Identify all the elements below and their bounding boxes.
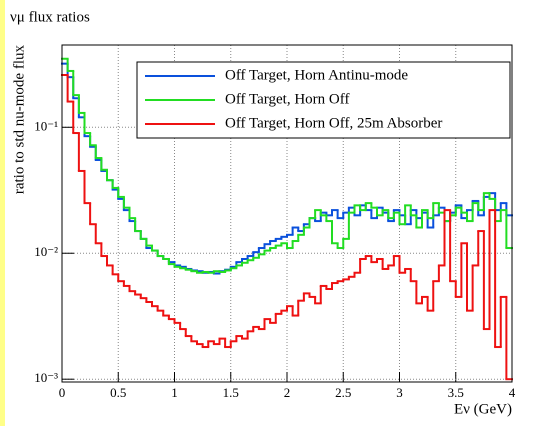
x-axis-label: Eν (GeV) [454, 401, 512, 417]
x-tick-label: 0.5 [110, 385, 126, 400]
y-tick-label: 10⁻³ [34, 370, 58, 385]
chart-title: νμ flux ratios [10, 9, 90, 25]
edge-strip [0, 0, 5, 426]
y-axis-label: ratio to std nu-mode flux [11, 45, 27, 195]
y-tick-label: 10⁻² [34, 244, 58, 259]
y-tick-label: 10⁻¹ [34, 118, 58, 133]
legend-label: Off Target, Horn Off [225, 91, 349, 107]
x-tick-label: 3 [396, 385, 403, 400]
x-tick-label: 4 [509, 385, 516, 400]
x-tick-label: 3.5 [448, 385, 464, 400]
plot-frame [61, 44, 513, 383]
x-tick-label: 1 [171, 385, 178, 400]
x-tick-label: 2 [284, 385, 291, 400]
series [61, 74, 513, 381]
legend-label: Off Target, Horn Antinu-mode [225, 67, 408, 83]
series [61, 57, 513, 274]
x-tick-label: 2.5 [335, 385, 351, 400]
legend-label: Off Target, Horn Off, 25m Absorber [225, 115, 442, 131]
x-tick-label: 1.5 [223, 385, 239, 400]
x-tick-label: 0 [59, 385, 66, 400]
